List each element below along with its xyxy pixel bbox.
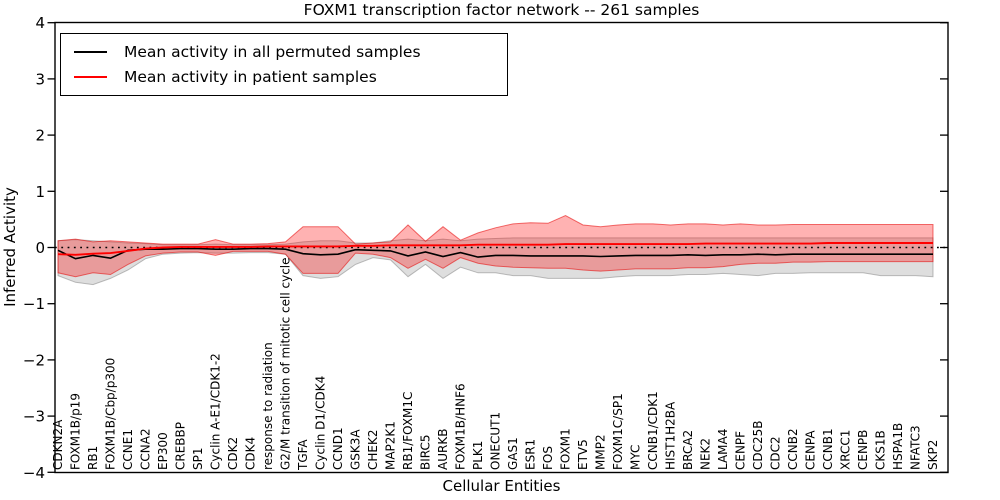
x-tick-label: ONECUT1 [489,412,503,470]
permuted-mean-line [57,247,933,260]
x-tick-label: BIRC5 [419,434,433,470]
x-tick-label: CCNB1 [821,428,835,470]
x-tick-label: FOS [541,446,555,470]
x-tick-label: CREBBP [174,422,188,470]
y-tick-label: 4 [35,14,45,32]
x-tick-label: CCNB1/CDK1 [646,391,660,470]
y-tick-label: 2 [35,127,45,145]
x-tick-label: CENPB [856,430,870,470]
x-tick-label: HSPA1B [891,423,905,470]
x-tick-label: CCNE1 [121,429,135,470]
x-tick-label: CCND1 [331,427,345,470]
x-tick-label: GAS1 [506,437,520,470]
x-tick-label: FOXM1B/Cbp/p300 [104,358,118,470]
x-tick-label: NEK2 [699,438,713,470]
legend-label-permuted: Mean activity in all permuted samples [124,43,421,61]
legend-item-permuted: Mean activity in all permuted samples [61,43,507,61]
x-tick-label: NFATC3 [909,425,923,470]
x-tick-label: SKP2 [926,440,940,470]
legend-label-patient: Mean activity in patient samples [124,68,377,86]
y-tick-label: −2 [23,351,45,369]
x-tick-label: CENPF [734,431,748,470]
x-tick-label: CDC2 [769,436,783,470]
x-tick-label: CKS1B [874,430,888,470]
x-tick-label: MYC [629,445,643,470]
x-tick-label: RB1 [86,446,100,470]
x-axis-label: Cellular Entities [442,477,561,495]
x-tick-label: LAMA4 [716,429,730,470]
y-tick-label: 0 [35,239,45,257]
x-tick-label: TGFA [296,439,310,471]
x-tick-label: CENPA [804,430,818,470]
x-tick-label: ESR1 [524,439,538,470]
legend-line-red-icon [74,76,107,78]
red-band [57,214,934,278]
x-tick-label: CCNB2 [786,428,800,470]
x-tick-label: FOXM1B/p19 [69,393,83,470]
x-tick-label: SP1 [191,448,205,471]
y-axis-label: Inferred Activity [1,187,19,307]
x-tick-label: RB1/FOXM1C [401,392,415,470]
y-tick-label: 3 [35,70,45,88]
x-tick-label: Cyclin A-E1/CDK1-2 [209,353,223,470]
x-tick-label: response to radiation [261,342,275,470]
legend-item-patient: Mean activity in patient samples [61,68,507,86]
x-tick-label: CDKN2A [51,419,65,470]
x-tick-label: CDC25B [751,421,765,471]
y-tick-label: −3 [23,408,45,426]
patient-mean-line [57,242,933,256]
y-tick-label: 1 [35,183,45,201]
x-tick-label: Cyclin D1/CDK4 [314,376,328,470]
x-tick-label: FOXM1B/HNF6 [454,383,468,470]
y-tick-label: −4 [23,464,45,482]
x-tick-label: BRCA2 [681,430,695,470]
x-tick-label: CCNA2 [139,428,153,470]
x-tick-label: CDK2 [226,437,240,470]
y-tick-label: −1 [23,295,45,313]
x-tick-label: CDK4 [244,437,258,470]
x-tick-label: PLK1 [471,441,485,470]
x-tick-label: ETV5 [576,439,590,470]
x-tick-label: MAP2K1 [384,421,398,470]
x-tick-label: G2/M transition of mitotic cell cycle [279,257,293,470]
legend-line-black-icon [74,51,107,53]
x-tick-label: FOXM1C/SP1 [611,393,625,470]
legend: Mean activity in all permuted samples Me… [60,33,508,96]
x-tick-label: FOXM1 [559,428,573,470]
x-tick-label: EP300 [156,432,170,470]
x-tick-label: MMP2 [594,434,608,470]
x-tick-label: CHEK2 [366,430,380,471]
x-tick-label: XRCC1 [839,430,853,470]
x-tick-label: HIST1H2BA [664,401,678,470]
x-tick-label: AURKB [436,429,450,470]
x-tick-label: GSK3A [349,429,363,470]
chart-title: FOXM1 transcription factor network -- 26… [303,1,700,19]
